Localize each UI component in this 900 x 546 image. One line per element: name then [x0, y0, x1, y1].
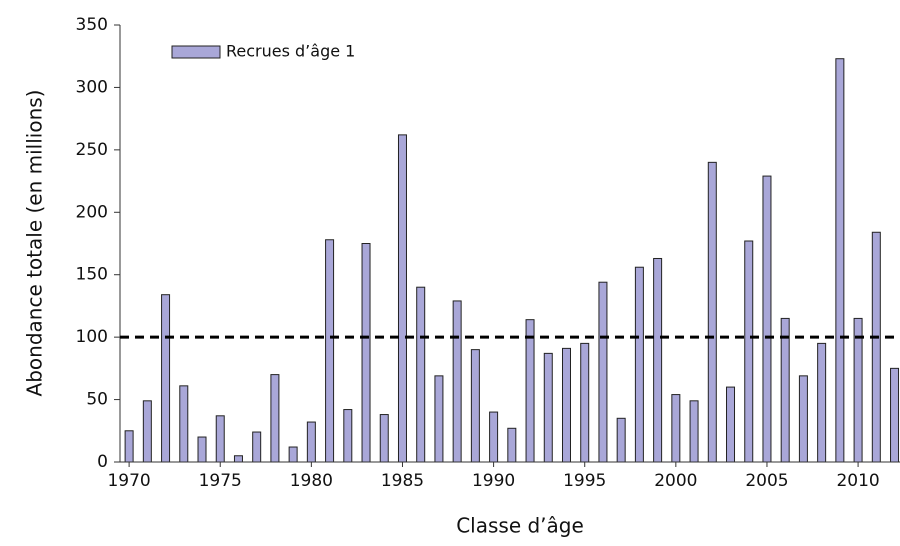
x-tick-label: 2000	[654, 471, 697, 491]
y-tick-label: 300	[76, 77, 108, 97]
bar	[325, 239, 335, 463]
bar	[489, 411, 499, 463]
x-tick-label: 1990	[472, 471, 515, 491]
bar	[871, 231, 881, 463]
x-axis-label: Classe d’âge	[456, 514, 584, 538]
bar	[798, 375, 808, 463]
bar	[598, 281, 608, 463]
bar	[634, 266, 644, 463]
bar	[817, 342, 827, 463]
bar	[653, 257, 663, 463]
bar	[853, 317, 863, 463]
y-tick-label: 200	[76, 202, 108, 222]
y-tick-label: 100	[76, 327, 108, 347]
bar	[306, 421, 316, 463]
bar	[379, 414, 389, 463]
x-tick-label: 1980	[290, 471, 333, 491]
bar	[361, 243, 371, 463]
bar	[744, 240, 754, 463]
bar	[416, 286, 426, 463]
bar	[270, 374, 280, 463]
bar	[252, 431, 262, 463]
x-tick-label: 1970	[107, 471, 150, 491]
y-axis-label: Abondance totale (en millions)	[23, 90, 47, 397]
bar	[507, 427, 517, 463]
x-tick-label: 1975	[199, 471, 242, 491]
bar	[561, 347, 571, 463]
y-tick-label: 50	[86, 390, 108, 410]
bar	[707, 161, 717, 463]
bar	[616, 417, 626, 463]
bar	[452, 300, 462, 463]
x-tick-label: 1985	[381, 471, 424, 491]
bar	[124, 430, 134, 463]
bar	[580, 342, 590, 463]
x-tick-label: 1995	[563, 471, 606, 491]
bar	[543, 352, 553, 463]
bar	[142, 400, 152, 463]
bar	[434, 375, 444, 463]
bar	[671, 394, 681, 463]
bar	[161, 294, 171, 463]
y-tick-label: 0	[97, 452, 108, 472]
bar	[215, 415, 225, 463]
bar	[835, 58, 845, 463]
bar	[890, 367, 900, 463]
bar	[397, 134, 407, 463]
bar	[179, 385, 189, 463]
bar	[470, 349, 480, 463]
bar	[762, 175, 772, 463]
bar	[233, 455, 243, 463]
bar	[726, 386, 736, 463]
y-tick-label: 150	[76, 265, 108, 285]
y-tick-label: 250	[76, 140, 108, 160]
y-tick-label: 350	[76, 15, 108, 35]
legend-swatch	[171, 45, 221, 59]
bar	[288, 446, 298, 463]
bar	[525, 319, 535, 463]
bar	[197, 436, 207, 463]
bar	[343, 409, 353, 463]
bar	[780, 317, 790, 463]
bar	[689, 400, 699, 463]
legend-label: Recrues d’âge 1	[226, 42, 355, 61]
x-tick-label: 2005	[745, 471, 788, 491]
x-tick-label: 2010	[836, 471, 879, 491]
